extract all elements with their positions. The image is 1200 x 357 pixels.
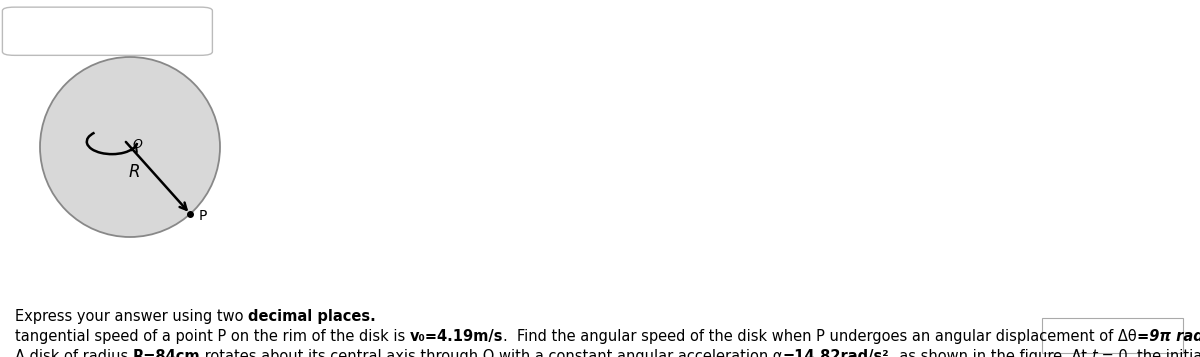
Text: P: P — [199, 209, 206, 223]
FancyBboxPatch shape — [2, 7, 212, 55]
Text: v₀=4.19m/s: v₀=4.19m/s — [410, 329, 503, 344]
Text: O: O — [132, 138, 143, 151]
Text: .  Find the angular speed of the disk when P undergoes an angular displacement o: . Find the angular speed of the disk whe… — [503, 329, 1138, 344]
Text: A disk of radius: A disk of radius — [14, 349, 133, 357]
FancyBboxPatch shape — [1042, 318, 1183, 353]
Text: rotates about its central axis through O with a constant angular acceleration α: rotates about its central axis through O… — [200, 349, 784, 357]
Text: , as shown in the figure. At: , as shown in the figure. At — [889, 349, 1091, 357]
Ellipse shape — [40, 57, 220, 237]
Text: R: R — [128, 163, 140, 181]
Text: =14.82rad/s²: =14.82rad/s² — [784, 349, 889, 357]
Text: R=84cm: R=84cm — [133, 349, 200, 357]
Text: decimal places.: decimal places. — [248, 309, 376, 324]
Text: = 0, the initial: = 0, the initial — [1097, 349, 1200, 357]
Text: Express your answer using two: Express your answer using two — [14, 309, 248, 324]
Text: t: t — [1091, 349, 1097, 357]
Text: tangential speed of a point P on the rim of the disk is: tangential speed of a point P on the rim… — [14, 329, 410, 344]
Text: =9π rad: =9π rad — [1138, 329, 1200, 344]
